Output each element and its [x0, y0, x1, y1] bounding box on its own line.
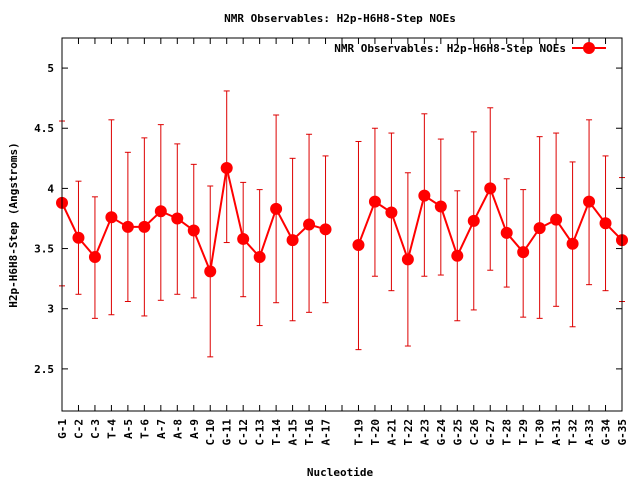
data-point — [451, 249, 464, 262]
data-point — [517, 246, 530, 259]
data-point — [319, 223, 332, 236]
x-tick-label: C-12 — [237, 419, 250, 446]
x-tick-label: C-13 — [254, 419, 267, 446]
x-tick-label: G-34 — [600, 419, 613, 446]
data-point — [171, 212, 184, 225]
x-tick-label: G-1 — [56, 419, 69, 439]
x-tick-label: C-26 — [468, 419, 481, 446]
data-point — [88, 250, 101, 263]
y-tick-label: 3.5 — [34, 243, 54, 256]
data-point — [121, 220, 134, 233]
data-point — [204, 265, 217, 278]
y-tick-label: 5 — [47, 62, 54, 75]
y-tick-label: 4 — [47, 182, 54, 195]
data-point — [352, 238, 365, 251]
data-point — [434, 200, 447, 213]
x-tick-label: C-10 — [204, 419, 217, 446]
x-tick-label: G-35 — [616, 419, 629, 446]
x-tick-label: T-30 — [534, 419, 547, 446]
data-point — [401, 253, 414, 266]
x-tick-label: G-11 — [221, 419, 234, 446]
y-axis-label: H2p-H6H8-Step (Angstroms) — [7, 142, 20, 308]
y-tick-label: 4.5 — [34, 122, 54, 135]
data-point — [237, 232, 250, 245]
data-point — [286, 234, 299, 247]
x-tick-label: G-25 — [451, 419, 464, 446]
data-point — [385, 206, 398, 219]
x-tick-label: T-6 — [138, 419, 151, 439]
data-point — [138, 220, 151, 233]
data-point — [105, 211, 118, 224]
x-tick-label: T-32 — [567, 419, 580, 446]
data-point — [583, 195, 596, 208]
data-point — [72, 231, 85, 244]
data-point — [154, 205, 167, 218]
data-point — [253, 250, 266, 263]
plot-area — [56, 90, 628, 358]
data-point — [467, 214, 480, 227]
data-point — [303, 218, 316, 231]
x-tick-label: A-7 — [155, 419, 168, 439]
data-point — [187, 224, 200, 237]
x-tick-label: A-15 — [287, 419, 300, 446]
x-tick-label: A-5 — [122, 419, 135, 439]
data-point — [533, 222, 546, 235]
data-point — [550, 213, 563, 226]
x-tick-label: T-20 — [369, 419, 382, 446]
x-tick-label: G-24 — [435, 419, 448, 446]
legend-label: NMR Observables: H2p-H6H8-Step NOEs — [334, 42, 566, 55]
x-tick-label: C-2 — [72, 419, 85, 439]
legend: NMR Observables: H2p-H6H8-Step NOEs — [334, 42, 606, 55]
x-axis-label: Nucleotide — [307, 466, 374, 479]
data-point — [368, 195, 381, 208]
x-tick-label: T-16 — [303, 419, 316, 446]
x-tick-label: A-17 — [320, 419, 333, 446]
data-point — [566, 237, 579, 250]
x-tick-label: A-8 — [171, 419, 184, 439]
y-tick-label: 3 — [47, 303, 54, 316]
x-tick-label: A-23 — [418, 419, 431, 446]
x-tick-label: A-31 — [550, 419, 563, 446]
chart-title: NMR Observables: H2p-H6H8-Step NOEs — [224, 12, 456, 25]
y-axis: 2.5 3 3.5 4 4.5 5 — [34, 62, 622, 376]
x-tick-label: G-27 — [484, 419, 497, 446]
x-tick-label: T-22 — [402, 419, 415, 446]
y-tick-label: 2.5 — [34, 363, 54, 376]
data-point — [500, 226, 513, 239]
x-tick-label: A-21 — [385, 419, 398, 446]
data-point — [418, 189, 431, 202]
data-point — [220, 161, 233, 174]
x-tick-label: A-33 — [583, 419, 596, 446]
x-tick-label: T-29 — [517, 419, 530, 446]
x-tick-label: T-14 — [270, 419, 283, 446]
x-tick-label: C-3 — [89, 419, 102, 439]
x-tick-label: T-4 — [105, 419, 118, 439]
x-axis: G-1 C-2 C-3 T-4 A-5 T-6 A-7 A-8 A-9 C-10 G-11 C-12 C… — [56, 38, 629, 446]
data-point — [599, 217, 612, 230]
x-tick-label: T-28 — [501, 419, 514, 446]
data-point — [270, 202, 283, 215]
legend-marker — [583, 42, 595, 54]
data-point — [484, 182, 497, 195]
x-tick-label: T-19 — [352, 419, 365, 446]
x-tick-label: A-9 — [188, 419, 201, 439]
